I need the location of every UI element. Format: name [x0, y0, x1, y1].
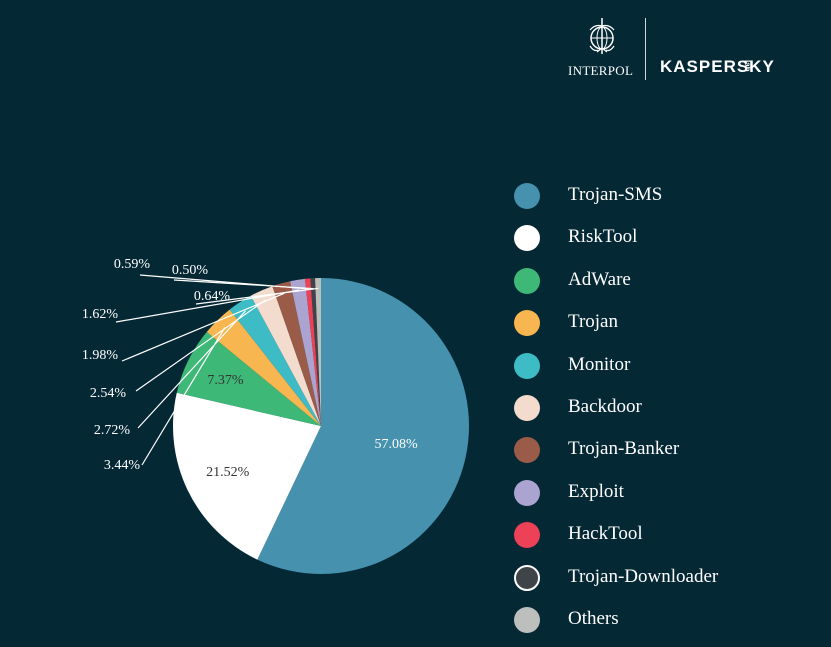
- leader-lines: [115, 274, 319, 466]
- legend-item-monitor: Monitor: [510, 346, 810, 388]
- legend-item-adware: AdWare: [510, 261, 810, 303]
- data-label-trojan-sms: 57.08%: [374, 437, 418, 452]
- legend-swatch-backdoor: [514, 394, 540, 421]
- pie-slices: [173, 278, 469, 574]
- legend-swatch-risktool: [514, 225, 540, 252]
- leader-line-trojan-banker: [121, 292, 285, 362]
- pie-slice-risktool: [173, 392, 321, 560]
- legend-item-backdoor: Backdoor: [510, 388, 810, 430]
- leader-line-trojan-downloader: [173, 279, 314, 290]
- legend-label-backdoor: Backdoor: [568, 395, 642, 417]
- legend-swatch-trojan-banker: [514, 437, 540, 464]
- logo-area: INTERPOL KASPERSKY lab: [560, 14, 790, 84]
- legend-item-others: Others: [510, 600, 810, 642]
- legend-item-trojan: Trojan: [510, 303, 810, 345]
- interpol-globe-icon: [589, 18, 615, 54]
- pie-slice-others: [315, 278, 321, 426]
- pie-slice-trojan-sms: [257, 278, 469, 574]
- legend-swatch-hacktool: [514, 522, 540, 549]
- legend-swatch-trojan-sms: [514, 183, 540, 209]
- legend-label-others: Others: [568, 607, 619, 629]
- kaspersky-logo-text: KASPERSKY: [660, 57, 775, 76]
- legend-label-trojan-banker: Trojan-Banker: [568, 438, 680, 460]
- data-label-adware: 7.37%: [207, 373, 244, 388]
- leader-line-others: [195, 287, 319, 305]
- pie-slice-adware: [176, 331, 321, 426]
- legend-label-risktool: RiskTool: [568, 226, 638, 248]
- data-labels: 57.08% 21.52% 7.37% 3.44% 2.72% 2.54% 1.98% 1.6…: [82, 257, 418, 480]
- legend-label-trojan-sms: Trojan-SMS: [568, 184, 663, 205]
- interpol-logo-text: INTERPOL: [568, 63, 634, 78]
- pie-slice-trojan-downloader: [310, 278, 321, 426]
- legend-item-exploit: Exploit: [510, 473, 810, 515]
- legend-item-trojan-banker: Trojan-Banker: [510, 430, 810, 472]
- pie-slice-trojan-banker: [272, 281, 321, 426]
- legend-item-risktool: RiskTool: [510, 218, 810, 260]
- legend-label-hacktool: HackTool: [568, 523, 643, 545]
- data-label-others: 0.64%: [194, 289, 231, 304]
- pie-slice-exploit: [290, 278, 321, 426]
- legend-swatch-adware: [514, 267, 540, 294]
- pie-slice-backdoor: [250, 286, 321, 426]
- legend-swatch-exploit: [514, 479, 540, 506]
- legend-label-monitor: Monitor: [568, 353, 631, 375]
- data-label-risktool: 21.52%: [206, 465, 250, 480]
- data-label-exploit: 1.62%: [82, 307, 119, 322]
- legend-item-trojan-sms: Trojan-SMS: [510, 176, 810, 218]
- legend-swatch-trojan-downloader: [514, 564, 540, 591]
- leader-line-backdoor: [135, 299, 266, 392]
- logo-divider: [645, 18, 646, 80]
- data-label-hacktool: 0.59%: [114, 257, 151, 272]
- data-label-monitor: 2.72%: [94, 423, 131, 438]
- leader-line-exploit: [115, 289, 300, 323]
- legend-label-exploit: Exploit: [568, 480, 624, 502]
- legend-label-adware: AdWare: [568, 268, 631, 290]
- data-label-trojan: 3.44%: [104, 458, 141, 473]
- legend-label-trojan-downloader: Trojan-Downloader: [568, 565, 719, 587]
- data-label-backdoor: 2.54%: [90, 386, 127, 401]
- data-label-trojan-banker: 1.98%: [82, 348, 119, 363]
- data-label-trojan-downloader: 0.50%: [172, 263, 209, 278]
- leader-line-monitor: [137, 310, 247, 429]
- legend: Trojan-SMS RiskTool AdWare Trojan Monitor Bac…: [510, 176, 810, 642]
- pie-slice-monitor: [229, 295, 321, 426]
- legend-label-trojan: Trojan: [568, 311, 618, 333]
- pie-slice-hacktool: [304, 278, 321, 426]
- legend-item-trojan-downloader: Trojan-Downloader: [510, 558, 810, 600]
- pie-slice-trojan: [206, 309, 321, 426]
- legend-item-hacktool: HackTool: [510, 515, 810, 557]
- leader-line-trojan: [141, 327, 226, 466]
- legend-swatch-others: [514, 606, 540, 633]
- legend-swatch-monitor: [514, 352, 540, 379]
- legend-swatch-trojan: [514, 310, 540, 337]
